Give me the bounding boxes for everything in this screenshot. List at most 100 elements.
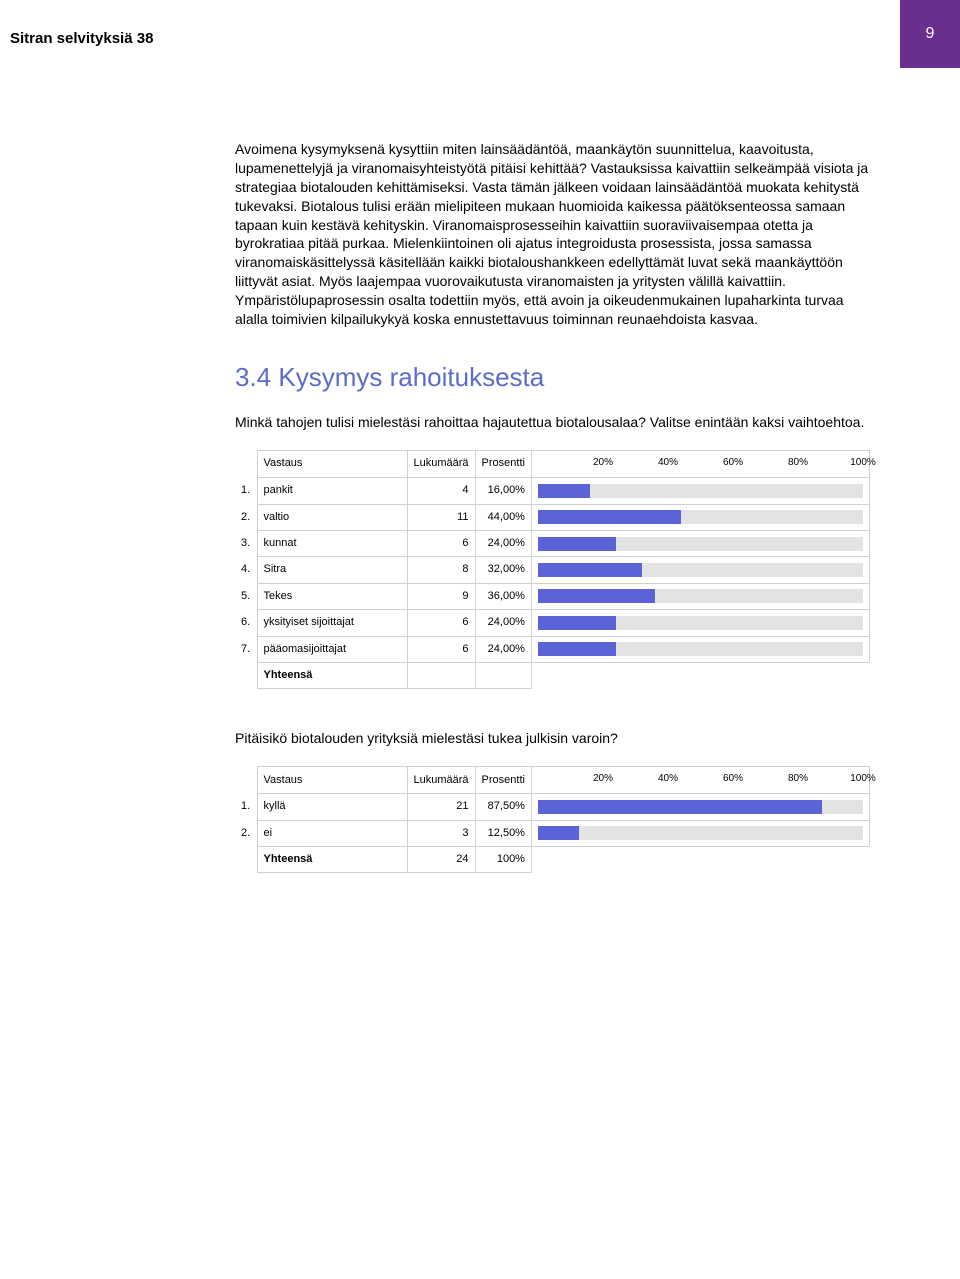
section-heading: 3.4 Kysymys rahoituksesta bbox=[235, 359, 870, 395]
row-percent: 36,00% bbox=[475, 583, 531, 609]
table-row: 3.kunnat624,00% bbox=[235, 530, 870, 556]
row-label: Tekes bbox=[257, 583, 407, 609]
row-count: 11 bbox=[407, 504, 475, 530]
page-number-box: 9 bbox=[900, 0, 960, 68]
row-bar-cell bbox=[531, 478, 869, 504]
table-2-body: 1.kyllä2187,50%2.ei312,50% bbox=[235, 794, 870, 847]
table-row: 1.kyllä2187,50% bbox=[235, 794, 870, 820]
bar-fill bbox=[538, 510, 681, 524]
col-bar-header: 20%40%60%80%100% bbox=[531, 451, 869, 478]
axis-tick: 20% bbox=[593, 456, 613, 470]
table-row: Yhteensä 24 100% bbox=[235, 846, 870, 872]
row-label: pääomasijoittajat bbox=[257, 636, 407, 662]
page-number: 9 bbox=[926, 23, 935, 45]
row-label: kunnat bbox=[257, 530, 407, 556]
bar-track bbox=[538, 537, 863, 551]
cell-blank bbox=[531, 846, 869, 872]
table-row: 5.Tekes936,00% bbox=[235, 583, 870, 609]
row-index: 1. bbox=[235, 478, 257, 504]
axis-tick: 100% bbox=[850, 772, 876, 786]
row-count: 6 bbox=[407, 610, 475, 636]
bar-track bbox=[538, 616, 863, 630]
row-count: 4 bbox=[407, 478, 475, 504]
total-label: Yhteensä bbox=[257, 662, 407, 688]
col-bar-header: 20%40%60%80%100% bbox=[531, 767, 869, 794]
row-percent: 44,00% bbox=[475, 504, 531, 530]
row-percent: 24,00% bbox=[475, 530, 531, 556]
row-percent: 16,00% bbox=[475, 478, 531, 504]
row-percent: 87,50% bbox=[475, 794, 531, 820]
row-bar-cell bbox=[531, 583, 869, 609]
bar-fill bbox=[538, 800, 822, 814]
bar-track bbox=[538, 642, 863, 656]
bar-fill bbox=[538, 563, 642, 577]
row-bar-cell bbox=[531, 636, 869, 662]
row-index: 6. bbox=[235, 610, 257, 636]
total-percent bbox=[475, 662, 531, 688]
axis-tick: 100% bbox=[850, 456, 876, 470]
bar-fill bbox=[538, 826, 579, 840]
table-row: 7.pääomasijoittajat624,00% bbox=[235, 636, 870, 662]
col-vastaus: Vastaus bbox=[257, 451, 407, 478]
question-2: Pitäisikö biotalouden yrityksiä mielestä… bbox=[235, 729, 870, 748]
row-index: 7. bbox=[235, 636, 257, 662]
bar-track bbox=[538, 510, 863, 524]
col-lukumaara: Lukumäärä bbox=[407, 451, 475, 478]
row-bar-cell bbox=[531, 794, 869, 820]
bar-fill bbox=[538, 616, 616, 630]
table-row: Yhteensä bbox=[235, 662, 870, 688]
axis-tick: 60% bbox=[723, 772, 743, 786]
bar-track bbox=[538, 826, 863, 840]
cell-blank bbox=[531, 662, 869, 688]
axis-tick: 60% bbox=[723, 456, 743, 470]
table-row: Vastaus Lukumäärä Prosentti 20%40%60%80%… bbox=[235, 767, 870, 794]
row-index: 2. bbox=[235, 820, 257, 846]
row-label: yksityiset sijoittajat bbox=[257, 610, 407, 636]
axis-tick: 80% bbox=[788, 772, 808, 786]
cell-blank bbox=[235, 846, 257, 872]
row-label: valtio bbox=[257, 504, 407, 530]
row-count: 9 bbox=[407, 583, 475, 609]
total-count: 24 bbox=[407, 846, 475, 872]
content-column: Avoimena kysymyksenä kysyttiin miten lai… bbox=[235, 140, 870, 873]
row-percent: 24,00% bbox=[475, 610, 531, 636]
axis-ticks: 20%40%60%80%100% bbox=[538, 772, 863, 788]
table-row: 2.valtio1144,00% bbox=[235, 504, 870, 530]
total-percent: 100% bbox=[475, 846, 531, 872]
bar-fill bbox=[538, 589, 655, 603]
table-row: 4.Sitra832,00% bbox=[235, 557, 870, 583]
row-bar-cell bbox=[531, 530, 869, 556]
cell-blank bbox=[235, 662, 257, 688]
col-lukumaara: Lukumäärä bbox=[407, 767, 475, 794]
row-count: 3 bbox=[407, 820, 475, 846]
axis-tick: 80% bbox=[788, 456, 808, 470]
row-percent: 32,00% bbox=[475, 557, 531, 583]
axis-ticks: 20%40%60%80%100% bbox=[538, 456, 863, 472]
row-label: pankit bbox=[257, 478, 407, 504]
body-paragraph: Avoimena kysymyksenä kysyttiin miten lai… bbox=[235, 140, 870, 329]
row-bar-cell bbox=[531, 820, 869, 846]
row-index: 5. bbox=[235, 583, 257, 609]
total-count bbox=[407, 662, 475, 688]
row-label: ei bbox=[257, 820, 407, 846]
question-1: Minkä tahojen tulisi mielestäsi rahoitta… bbox=[235, 413, 870, 432]
col-vastaus: Vastaus bbox=[257, 767, 407, 794]
row-index: 2. bbox=[235, 504, 257, 530]
bar-fill bbox=[538, 484, 590, 498]
row-index: 1. bbox=[235, 794, 257, 820]
table-row: 1.pankit416,00% bbox=[235, 478, 870, 504]
table-1-body: 1.pankit416,00%2.valtio1144,00%3.kunnat6… bbox=[235, 478, 870, 663]
row-index: 4. bbox=[235, 557, 257, 583]
table-1: Vastaus Lukumäärä Prosentti 20% 40% 60% 80%… bbox=[235, 450, 870, 689]
table-2: Vastaus Lukumäärä Prosentti 20%40%60%80%… bbox=[235, 766, 870, 873]
series-title: Sitran selvityksiä 38 bbox=[10, 28, 153, 49]
row-count: 8 bbox=[407, 557, 475, 583]
row-bar-cell bbox=[531, 504, 869, 530]
bar-track bbox=[538, 484, 863, 498]
document-page: Sitran selvityksiä 38 9 Avoimena kysymyk… bbox=[0, 0, 960, 963]
axis-tick: 40% bbox=[658, 772, 678, 786]
table-row: Vastaus Lukumäärä Prosentti 20% 40% 60% 80%… bbox=[235, 451, 870, 478]
axis-tick: 40% bbox=[658, 456, 678, 470]
col-prosentti: Prosentti bbox=[475, 451, 531, 478]
row-percent: 24,00% bbox=[475, 636, 531, 662]
